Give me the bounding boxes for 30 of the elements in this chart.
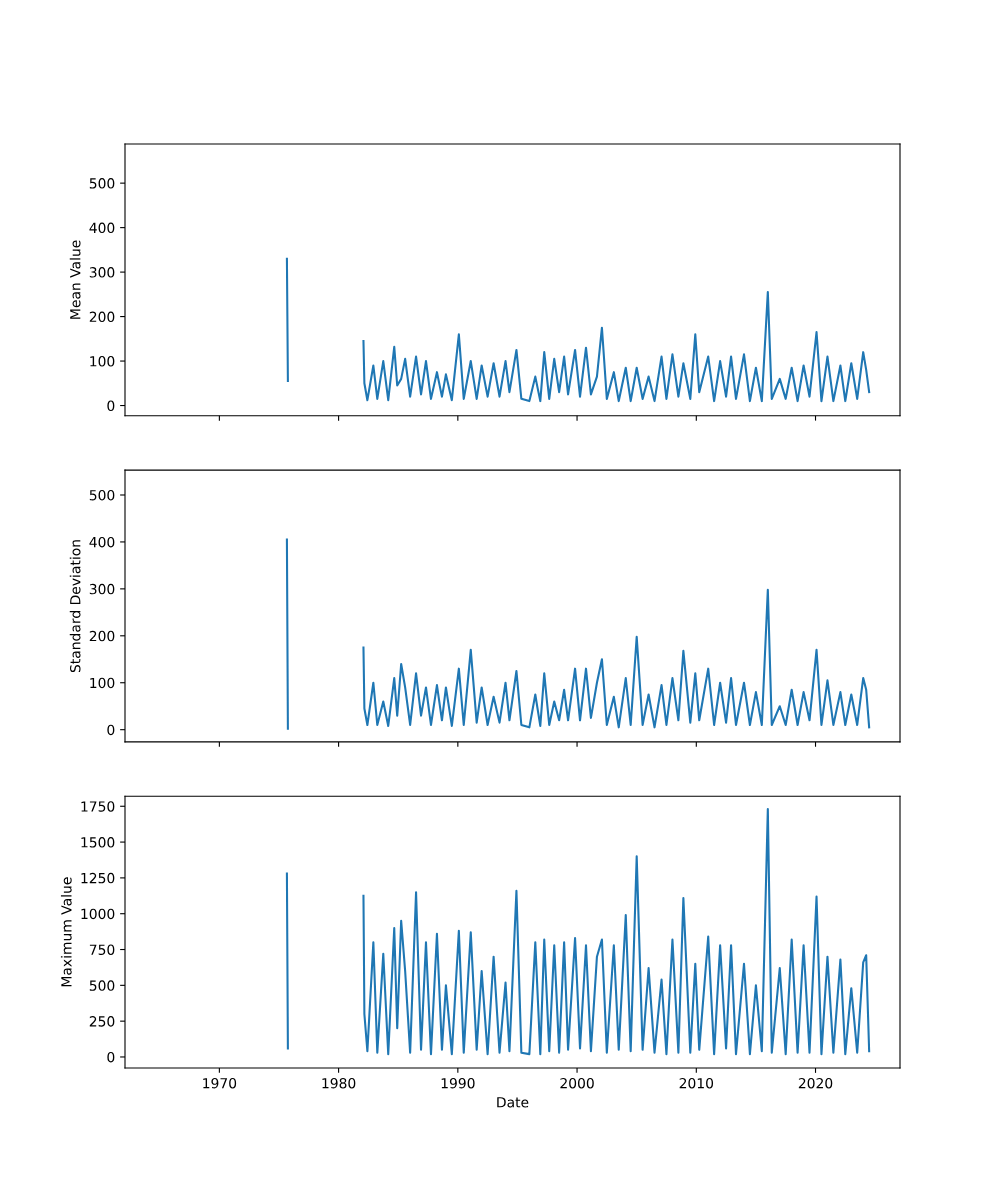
y-tick-label: 400 <box>89 222 115 234</box>
y-axis-title: Mean Value <box>69 240 81 319</box>
y-tick-label: 1000 <box>81 908 115 920</box>
y-tick-label: 200 <box>89 630 115 642</box>
x-tick-label: 2010 <box>679 1077 714 1089</box>
y-tick-label: 100 <box>90 356 115 367</box>
y-tick-label: 0 <box>107 724 115 736</box>
x-tick-label: 2000 <box>560 1077 594 1089</box>
y-tick-label: 0 <box>107 1051 115 1063</box>
y-tick-label: 1500 <box>81 837 115 848</box>
y-tick-label: 500 <box>89 178 115 189</box>
y-tick-label: 250 <box>89 1016 115 1027</box>
y-tick-label: 500 <box>89 489 115 501</box>
x-tick-label: 2020 <box>798 1077 833 1089</box>
y-tick-label: 100 <box>90 677 115 689</box>
y-axis-title: Standard Deviation <box>69 540 81 673</box>
y-tick-label: 750 <box>89 944 115 955</box>
y-tick-label: 200 <box>89 311 115 323</box>
y-tick-label: 400 <box>89 536 115 548</box>
y-axis-title: Maximum Value <box>60 877 72 987</box>
y-tick-label: 0 <box>107 400 115 412</box>
x-tick-label: 1980 <box>322 1077 356 1089</box>
y-tick-label: 1250 <box>81 872 115 884</box>
x-tick-label: 1970 <box>203 1077 237 1089</box>
y-tick-label: 300 <box>89 583 115 595</box>
y-tick-label: 500 <box>89 980 115 991</box>
y-tick-label: 1750 <box>81 801 115 812</box>
x-tick-label: 1990 <box>441 1077 475 1089</box>
y-tick-label: 300 <box>89 267 115 278</box>
x-axis-title: Date <box>497 1097 529 1108</box>
